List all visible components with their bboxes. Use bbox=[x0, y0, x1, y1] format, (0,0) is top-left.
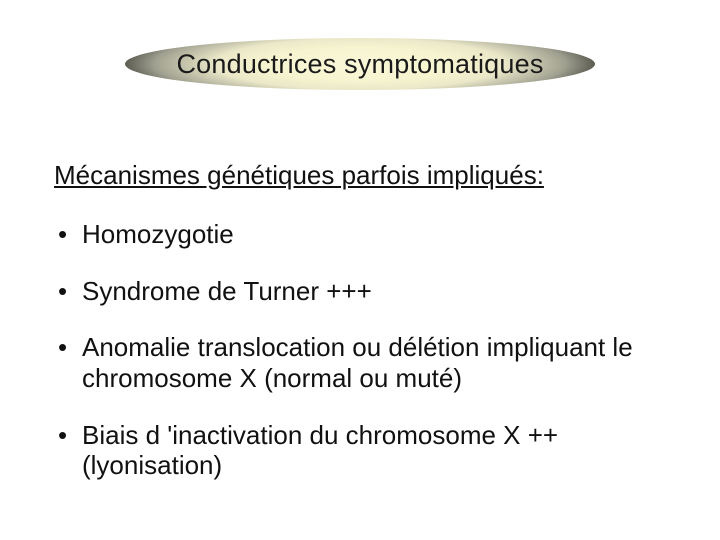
list-item: Anomalie translocation ou délétion impli… bbox=[54, 332, 666, 393]
list-item: Biais d 'inactivation du chromosome X ++… bbox=[54, 420, 666, 481]
list-item: Homozygotie bbox=[54, 219, 666, 250]
list-item: Syndrome de Turner +++ bbox=[54, 276, 666, 307]
subheading: Mécanismes génétiques parfois impliqués: bbox=[54, 160, 666, 191]
bullet-list: Homozygotie Syndrome de Turner +++ Anoma… bbox=[54, 219, 666, 481]
slide-title: Conductrices symptomatiques bbox=[176, 49, 543, 80]
title-ellipse: Conductrices symptomatiques bbox=[125, 38, 595, 90]
content-area: Mécanismes génétiques parfois impliqués:… bbox=[54, 160, 666, 507]
